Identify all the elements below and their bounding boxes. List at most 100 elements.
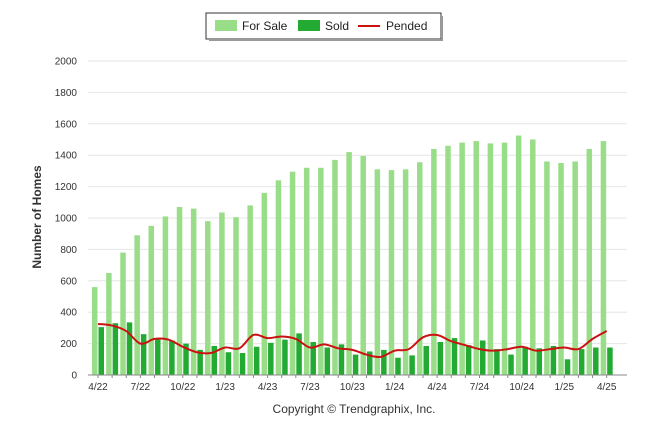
y-tick-label: 1000 <box>55 214 78 225</box>
y-tick-label: 200 <box>60 339 77 350</box>
bar-sold <box>578 349 585 375</box>
bar-sold <box>451 338 458 375</box>
bar-for-sale <box>120 252 126 375</box>
bar-sold <box>607 347 613 375</box>
bar-sold <box>536 348 543 375</box>
bar-for-sale <box>473 141 480 375</box>
bar-for-sale <box>303 167 310 375</box>
bar-sold <box>126 322 133 375</box>
legend-label-sold: Sold <box>325 19 349 33</box>
bar-for-sale <box>586 148 593 375</box>
bar-sold <box>437 342 444 375</box>
bar-for-sale <box>388 170 395 375</box>
bar-sold <box>112 323 119 375</box>
bars <box>92 135 613 375</box>
x-axis-ticks: 4/22 7/22 10/22 1/23 4/23 7/23 10/23 1/24 4/24 7/… <box>88 375 617 393</box>
bar-for-sale <box>402 169 409 375</box>
bar-sold <box>381 349 387 375</box>
bar-for-sale <box>148 225 155 375</box>
legend-label-pended: Pended <box>386 19 427 33</box>
bar-for-sale <box>176 207 183 375</box>
bar-for-sale <box>360 155 366 375</box>
legend-box <box>205 12 442 40</box>
bar-for-sale <box>134 235 140 375</box>
y-tick-label: 800 <box>60 245 77 256</box>
copyright-footer: Copyright © Trendgraphix, Inc. <box>273 402 436 416</box>
legend-label-for-sale: For Sale <box>242 19 288 33</box>
bar-for-sale <box>515 135 522 375</box>
x-tick-label: 1/23 <box>215 382 235 393</box>
bar-for-sale <box>445 145 451 375</box>
y-tick-label: 400 <box>60 308 77 319</box>
x-tick-label: 7/24 <box>470 382 490 393</box>
y-tick-label: 0 <box>71 371 77 382</box>
bar-for-sale <box>544 161 550 375</box>
bar-sold <box>338 344 345 375</box>
bar-sold <box>169 340 175 375</box>
bar-sold <box>211 345 218 375</box>
bar-sold <box>296 333 302 375</box>
y-axis-title: Number of Homes <box>30 165 44 269</box>
x-tick-label: 7/22 <box>131 382 151 393</box>
bar-sold <box>282 339 288 375</box>
bar-for-sale <box>431 148 437 375</box>
bar-for-sale <box>190 208 197 375</box>
legend-swatch-for-sale <box>215 20 237 31</box>
bar-sold <box>268 342 274 375</box>
legend-box-shadow <box>441 16 443 41</box>
bar-sold <box>550 345 557 375</box>
bar-sold <box>366 351 373 375</box>
bar-sold <box>494 349 500 375</box>
bar-for-sale <box>572 161 578 375</box>
x-tick-label: 10/22 <box>170 382 195 393</box>
bar-for-sale <box>275 180 282 375</box>
bar-for-sale <box>346 152 352 375</box>
bar-sold <box>593 347 599 375</box>
x-tick-label: 4/23 <box>258 382 278 393</box>
bar-for-sale <box>233 217 239 375</box>
bar-sold <box>352 354 359 375</box>
bar-sold <box>465 345 472 375</box>
y-tick-label: 2000 <box>55 57 78 68</box>
y-tick-label: 600 <box>60 276 77 287</box>
bar-for-sale <box>219 212 225 375</box>
bar-sold <box>564 359 571 375</box>
y-tick-label: 1200 <box>55 182 78 193</box>
bar-sold <box>423 345 429 375</box>
bar-sold <box>409 355 415 375</box>
bar-sold <box>508 354 514 375</box>
bar-sold <box>310 342 316 375</box>
bar-sold <box>140 334 147 375</box>
bar-for-sale <box>289 171 296 375</box>
x-tick-label: 4/24 <box>427 382 447 393</box>
x-tick-label: 10/23 <box>340 382 365 393</box>
bar-for-sale <box>261 192 268 375</box>
y-tick-label: 1600 <box>55 119 78 130</box>
x-tick-label: 1/24 <box>385 382 405 393</box>
bar-for-sale <box>318 167 324 375</box>
y-tick-label: 1800 <box>55 88 78 99</box>
bar-for-sale <box>332 159 338 375</box>
bar-for-sale <box>247 205 253 375</box>
bar-for-sale <box>558 163 564 375</box>
y-axis-ticks: 0 200 400 600 800 1000 1200 1400 1600 1800 2000 <box>55 57 78 382</box>
bar-sold <box>480 340 486 375</box>
bar-for-sale <box>205 221 211 375</box>
bar-sold <box>239 353 246 375</box>
bar-for-sale <box>600 141 607 375</box>
legend-box-shadow-bottom <box>209 39 443 41</box>
x-tick-label: 10/24 <box>509 382 534 393</box>
bar-for-sale <box>501 142 508 375</box>
bar-for-sale <box>162 216 169 375</box>
legend: For Sale Sold Pended <box>205 12 443 41</box>
bar-sold <box>98 327 104 375</box>
bar-for-sale <box>374 169 381 375</box>
bar-for-sale <box>459 142 465 375</box>
bar-sold <box>155 338 161 375</box>
pended-line-group <box>97 322 608 359</box>
bar-sold <box>183 343 189 375</box>
bar-sold <box>522 346 528 375</box>
bar-sold <box>395 357 401 375</box>
bar-sold <box>324 347 331 375</box>
